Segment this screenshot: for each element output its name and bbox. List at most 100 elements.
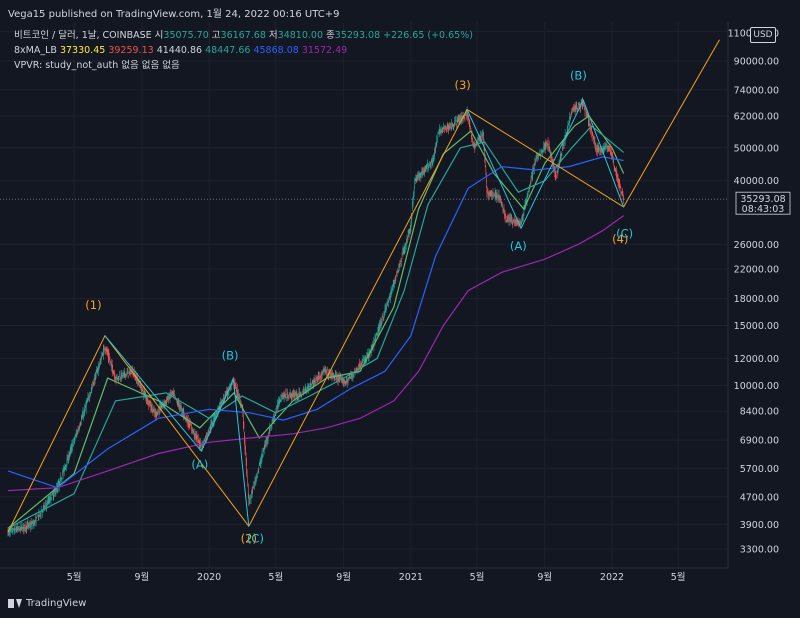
candle-body [520,221,522,224]
candle-body [11,528,13,529]
candle-body [78,428,79,431]
candle-body [567,129,568,133]
candle-body [258,467,260,470]
candle-body [37,515,39,517]
candle-body [400,260,402,262]
candle-body [546,144,547,146]
candle-body [416,177,417,182]
candle-body [240,402,241,404]
price-tick-label: 40000.00 [734,176,779,187]
candle-body [326,371,328,372]
ma-value-4: 48447.66 [205,45,251,56]
candle-body [490,191,492,193]
candle-body [499,198,500,201]
candle-body [437,137,438,142]
candle-body [308,384,309,390]
candle-body [563,142,565,145]
currency-button[interactable]: USD [750,27,776,43]
candle-body [117,377,118,380]
time-axis [0,568,728,590]
candle-body [115,378,116,381]
candle-body [98,364,100,366]
candle-body [591,128,592,133]
candle-body [315,379,317,382]
candle-body [549,151,551,153]
candle-body [130,369,131,371]
candle-body [295,393,296,395]
price-tick-label: 18000.00 [734,294,779,305]
candle-body [394,281,396,284]
candle-body [124,373,126,375]
candle-body [458,118,460,123]
candle-body [409,232,411,233]
candle-body [307,385,309,389]
candle-body [605,145,607,147]
wave-label: (C) [616,227,633,241]
candle-body [34,520,36,523]
candle-body [29,523,31,527]
candle-body [9,530,11,535]
candle-body [351,374,352,378]
candle-body [155,413,157,416]
candle-body [126,371,128,374]
candle-body [14,527,16,529]
candle-body [606,144,608,150]
candle-body [84,408,85,414]
candle-body [196,435,198,440]
candle-body [154,412,156,416]
candle-body [429,162,431,167]
candle-body [406,237,408,240]
candle-body [570,113,572,115]
candle-body [498,193,500,199]
candle-body [41,511,43,513]
candle-body [426,165,428,170]
candle-body [72,443,73,447]
candle-body [14,527,15,533]
ohlc-low-value: 34810.00 [277,30,323,41]
candle-body [94,377,96,381]
candle-body [101,358,102,360]
candle-body [79,422,81,426]
candle-body [443,127,444,130]
candle-body [359,363,360,369]
candle-body [71,444,73,451]
candle-body [589,123,590,126]
candle-body [312,381,314,383]
candle-body [427,163,428,166]
candle-body [36,517,37,518]
candle-body [119,375,120,377]
candle-body [251,488,253,494]
candle-body [127,370,129,375]
candle-body [165,401,166,404]
candle-body [452,125,454,128]
candle-body [438,130,440,132]
candle-body [611,150,612,156]
candle-body [486,185,488,193]
ma-indicator-label[interactable]: 8xMA_LB [14,45,57,56]
candle-body [531,176,532,178]
candle-body [56,487,58,490]
candle-body [327,369,328,371]
candle-body [484,151,485,158]
candle-body [47,504,48,505]
candle-body [287,396,289,398]
candle-body [576,105,578,108]
price-chart[interactable]: (1)(A)(B)(2)(C)(3)(A)(B)(4)(C)(5)3300.00… [0,22,800,590]
candle-body [349,376,351,379]
candle-body [208,429,209,434]
candle-body [19,529,20,532]
candle-body [408,232,410,237]
time-tick-label: 9월 [135,571,150,583]
candle-body [467,113,468,117]
candle-body [418,176,420,178]
vpvr-indicator-label[interactable]: VPVR: study_not_auth 없음 없음 없음 [14,60,180,71]
candle-body [522,214,524,219]
candle-body [115,377,117,380]
candle-body [567,125,569,130]
symbol-title[interactable]: 비트코인 / 달러, 1날, COINBASE [14,30,152,41]
candle-body [161,406,163,408]
candle-body [157,411,159,415]
price-tick-label: 3300.00 [740,545,779,556]
tradingview-logo-icon [8,599,22,608]
candle-body [534,161,536,165]
